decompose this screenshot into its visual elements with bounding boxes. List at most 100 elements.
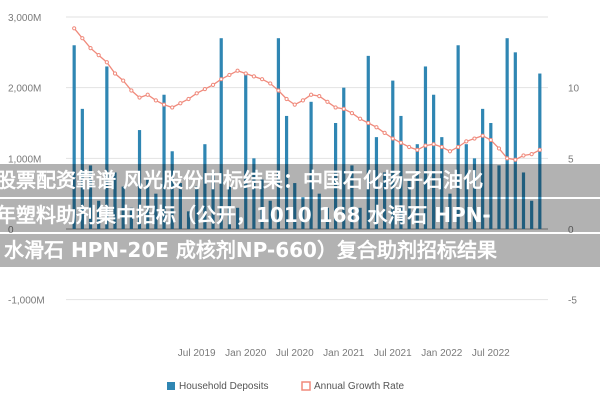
bar-household-deposits <box>121 186 125 229</box>
overlay-banner-line-3: 水滑石 HPN-20E 成核剂NP-660）复合助剂招标结果 <box>0 234 600 267</box>
point-annual-growth-rate <box>178 101 183 106</box>
bar-household-deposits <box>374 137 379 229</box>
x-tick-label: Jan 2022 <box>421 348 463 359</box>
point-annual-growth-rate <box>235 68 240 73</box>
point-annual-growth-rate <box>300 98 306 103</box>
overlay-text-line-3: 水滑石 HPN-20E 成核剂NP-660）复合助剂招标结果 <box>4 238 497 262</box>
point-annual-growth-rate <box>382 130 387 135</box>
point-annual-growth-rate <box>268 81 273 86</box>
bar-household-deposits <box>325 207 330 229</box>
point-annual-growth-rate <box>415 147 420 152</box>
point-annual-growth-rate <box>186 96 191 102</box>
bar-household-deposits <box>333 123 338 229</box>
left-axis-ticks: -1,000M 0 1,000M 2,000M 3,000M <box>8 13 45 307</box>
point-annual-growth-rate <box>292 102 297 107</box>
point-annual-growth-rate <box>398 140 404 145</box>
point-annual-growth-rate <box>194 91 199 96</box>
point-annual-growth-rate <box>276 88 281 93</box>
point-annual-growth-rate <box>284 96 289 102</box>
point-annual-growth-rate <box>170 105 175 110</box>
bar-household-deposits <box>497 165 501 229</box>
right-tick-label: -5 <box>568 296 577 307</box>
point-annual-growth-rate <box>333 105 338 110</box>
bar-household-deposits <box>530 200 534 229</box>
bar-household-deposits <box>105 66 109 229</box>
bar-household-deposits <box>178 183 182 229</box>
point-annual-growth-rate <box>325 99 330 104</box>
point-annual-growth-rate <box>161 102 167 107</box>
point-annual-growth-rate <box>488 137 493 143</box>
bar-household-deposits <box>162 94 166 229</box>
bar-household-deposits <box>88 165 93 229</box>
bar-household-deposits <box>227 186 231 229</box>
point-annual-growth-rate <box>537 147 542 152</box>
bar-household-deposits <box>293 183 297 229</box>
bar-household-deposits <box>301 197 305 229</box>
x-tick-label: Jan 2021 <box>323 348 365 359</box>
bar-household-deposits <box>423 66 428 229</box>
bar-household-deposits <box>268 200 272 229</box>
bar-household-deposits <box>309 101 313 229</box>
point-annual-growth-rate <box>219 77 224 82</box>
legend-swatch-household-deposits <box>167 382 175 390</box>
bar-household-deposits <box>366 55 370 229</box>
point-annual-growth-rate <box>390 136 395 141</box>
bar-household-deposits <box>137 130 142 229</box>
bar-household-deposits <box>195 186 199 229</box>
point-annual-growth-rate <box>153 98 158 103</box>
bar-household-deposits <box>383 172 387 229</box>
point-annual-growth-rate <box>341 106 346 111</box>
bar-household-deposits <box>440 137 444 229</box>
bars-layer <box>72 38 542 230</box>
point-annual-growth-rate <box>72 26 77 31</box>
point-annual-growth-rate <box>374 125 379 130</box>
point-annual-growth-rate <box>521 153 526 158</box>
x-tick-label: Jul 2021 <box>374 348 412 359</box>
point-annual-growth-rate <box>137 95 142 100</box>
bar-household-deposits <box>415 144 419 229</box>
point-annual-growth-rate <box>480 133 485 138</box>
bar-household-deposits <box>80 108 84 229</box>
left-tick-label: 1,000M <box>8 154 41 165</box>
point-annual-growth-rate <box>513 157 518 162</box>
point-annual-growth-rate <box>121 78 126 83</box>
bar-household-deposits <box>252 158 256 229</box>
x-axis-ticks: Jul 2019 Jan 2020 Jul 2020 Jan 2021 Jul 2021… <box>178 348 510 359</box>
overlay-text-line-2: 年塑料助剂集中招标（公开，1010 168 水滑石 HPN- <box>0 203 491 227</box>
point-annual-growth-rate <box>456 144 461 150</box>
bar-household-deposits <box>481 108 485 229</box>
right-axis-ticks: -5 0 5 10 <box>568 84 580 307</box>
right-tick-label: 0 <box>568 225 574 236</box>
point-annual-growth-rate <box>80 36 85 41</box>
x-tick-label: Jan 2020 <box>225 348 267 359</box>
left-tick-label: 3,000M <box>8 13 41 24</box>
growth-line-layer <box>72 26 542 162</box>
point-annual-growth-rate <box>96 53 101 58</box>
bar-household-deposits <box>407 179 411 229</box>
bar-household-deposits <box>521 172 526 229</box>
point-annual-growth-rate <box>431 142 436 147</box>
point-annual-growth-rate <box>366 120 371 126</box>
x-tick-label: Jul 2022 <box>472 348 510 359</box>
bar-household-deposits <box>211 172 215 229</box>
bar-household-deposits <box>358 207 362 229</box>
x-tick-label: Jul 2019 <box>178 348 216 359</box>
overlay-text-line-1: 股票配资靠谱 风光股份中标结果：中国石化扬子石油化 <box>0 168 483 192</box>
bar-household-deposits <box>146 179 150 229</box>
legend-label-household-deposits: Household Deposits <box>179 381 269 392</box>
point-annual-growth-rate <box>529 151 534 157</box>
bar-household-deposits <box>219 38 223 230</box>
point-annual-growth-rate <box>407 144 412 150</box>
bar-household-deposits <box>317 193 321 229</box>
point-annual-growth-rate <box>496 146 502 151</box>
point-annual-growth-rate <box>349 111 355 116</box>
overlay-banner-line-2: 年塑料助剂集中招标（公开，1010 168 水滑石 HPN- <box>0 199 600 232</box>
bar-household-deposits <box>391 80 395 229</box>
bar-household-deposits <box>489 123 493 229</box>
bar-household-deposits <box>203 144 207 229</box>
point-annual-growth-rate <box>447 149 453 154</box>
point-annual-growth-rate <box>317 94 322 99</box>
point-annual-growth-rate <box>505 156 510 161</box>
legend-swatch-annual-growth-rate <box>301 381 311 391</box>
left-tick-label: 0 <box>8 225 14 236</box>
